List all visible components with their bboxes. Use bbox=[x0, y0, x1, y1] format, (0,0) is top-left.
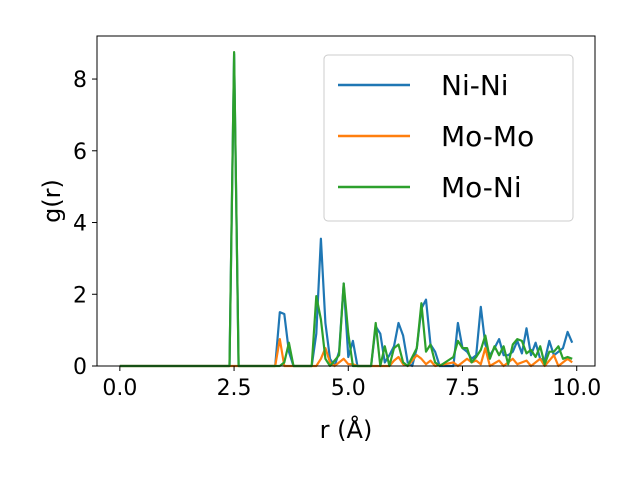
series-line-mo-ni bbox=[119, 51, 573, 368]
y-tick-label: 6 bbox=[73, 140, 87, 165]
legend-label-ni-ni: Ni-Ni bbox=[441, 69, 509, 102]
x-tick-label: 0.0 bbox=[102, 376, 137, 401]
legend-label-mo-mo: Mo-Mo bbox=[441, 120, 534, 153]
x-tick-label: 2.5 bbox=[217, 376, 252, 401]
x-tick-label: 5.0 bbox=[331, 376, 366, 401]
x-axis: 0.0 2.5 5.0 7.5 10.0 bbox=[102, 366, 601, 401]
series-line-mo-mo bbox=[119, 338, 573, 368]
x-tick-label: 10.0 bbox=[552, 376, 601, 401]
y-axis-label: g(r) bbox=[38, 179, 66, 223]
legend-label-mo-ni: Mo-Ni bbox=[441, 171, 522, 204]
y-tick-label: 2 bbox=[73, 283, 87, 308]
y-tick-label: 4 bbox=[73, 212, 87, 237]
y-axis: 0 2 4 6 8 bbox=[73, 68, 97, 380]
legend-frame bbox=[323, 54, 574, 222]
y-tick-label: 8 bbox=[73, 68, 87, 93]
y-tick-label: 0 bbox=[73, 355, 87, 380]
x-axis-label: r (Å) bbox=[320, 415, 373, 444]
legend: Ni-Ni Mo-Mo Mo-Ni bbox=[323, 54, 574, 222]
plot-frame bbox=[96, 35, 596, 367]
series-layer bbox=[119, 51, 574, 368]
x-tick-label: 7.5 bbox=[445, 376, 480, 401]
